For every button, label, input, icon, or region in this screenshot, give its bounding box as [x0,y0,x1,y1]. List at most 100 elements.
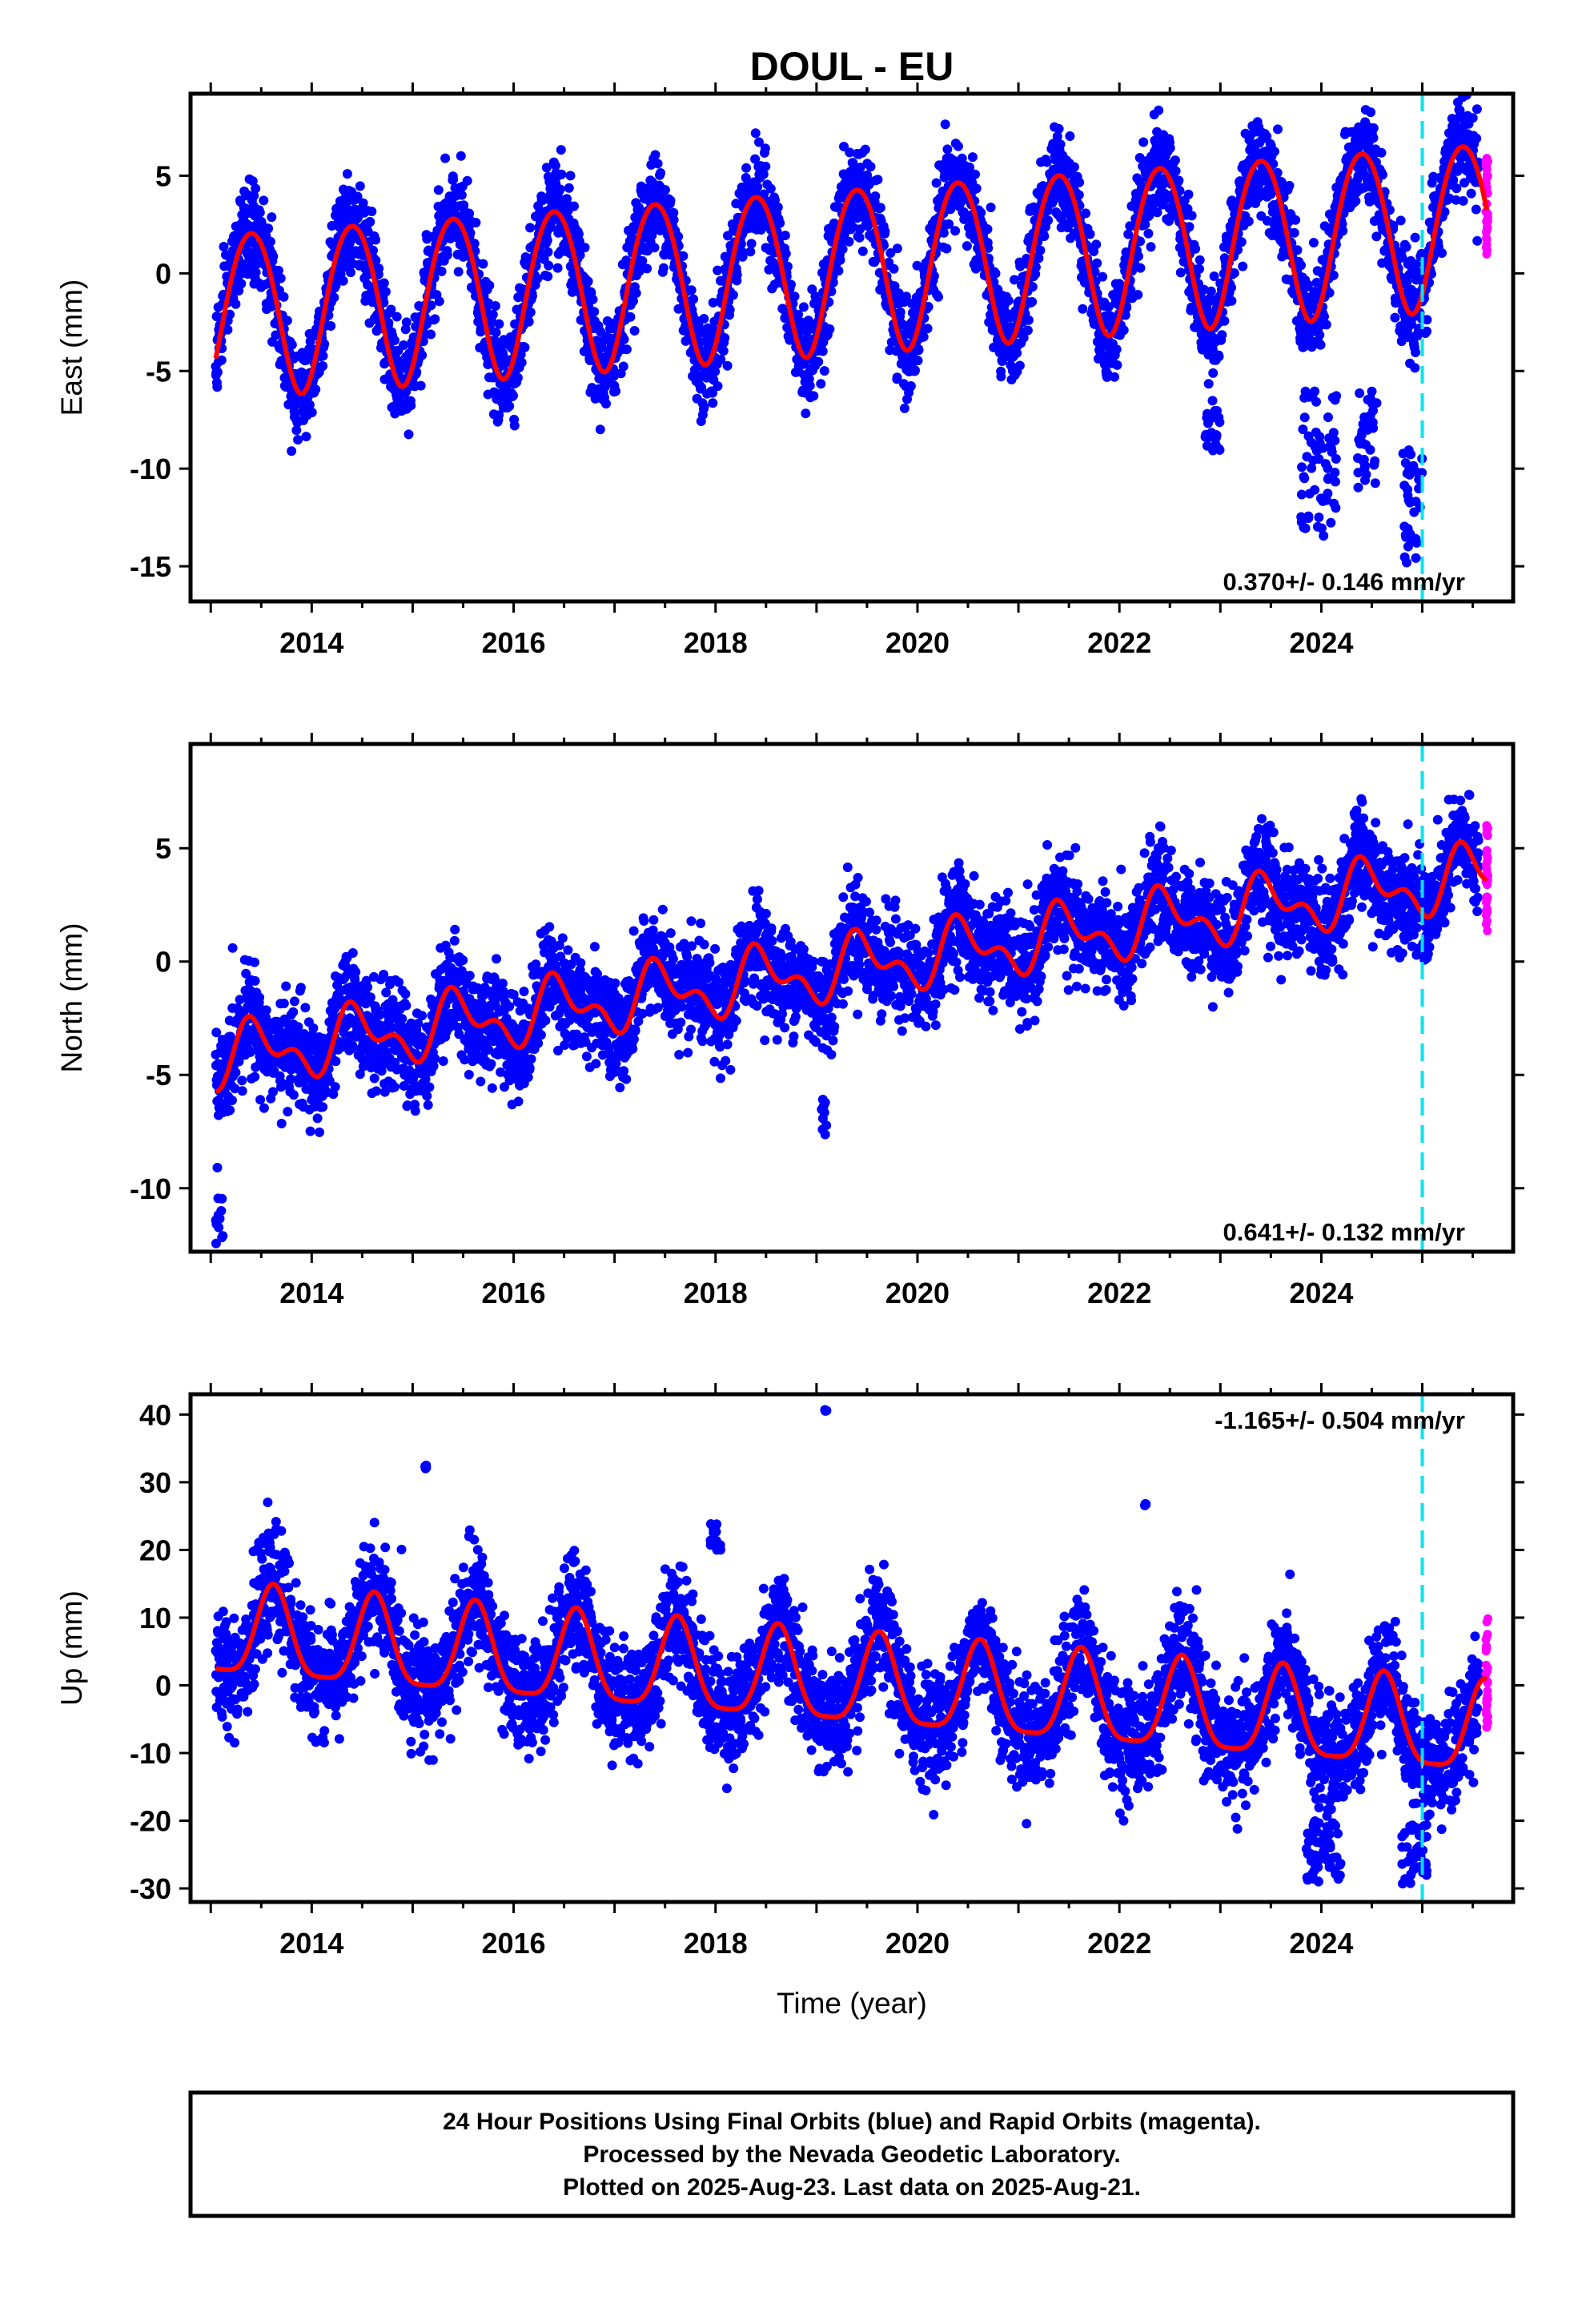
final-orbit-point [845,147,855,158]
final-orbit-point [1368,123,1379,133]
final-orbit-point [625,312,636,322]
final-orbit-point [1437,248,1447,258]
final-orbit-point [1402,468,1412,479]
final-orbit-point [1035,245,1046,255]
final-orbit-point [342,169,352,179]
final-orbit-point [1319,531,1329,541]
final-orbit-point [942,144,953,155]
final-orbit-point [708,388,717,398]
final-orbit-point [488,309,498,320]
final-orbit-point [1326,517,1336,528]
final-orbit-point [1003,296,1014,306]
final-orbit-point [673,231,684,242]
final-orbit-point [588,294,598,304]
final-orbit-point [1328,428,1339,438]
final-orbit-point [355,181,365,191]
final-orbit-point [971,183,982,194]
final-orbit-point [1118,325,1129,336]
final-orbit-point [652,159,663,169]
plot-area [191,744,1513,1252]
final-orbit-point [1170,166,1181,176]
final-orbit-point [647,231,657,240]
final-orbit-point [358,198,368,208]
final-orbit-point [251,267,261,278]
final-orbit-point [304,400,315,410]
final-orbit-point [1074,177,1085,187]
final-orbit-point [279,292,289,302]
final-orbit-point [718,346,729,356]
final-orbit-point [1229,268,1239,278]
final-orbit-point [1376,147,1387,158]
final-orbit-point [750,128,761,139]
final-orbit-point [773,202,783,212]
final-orbit-point [532,273,543,283]
final-orbit-point [1140,219,1150,230]
final-orbit-point [844,236,854,247]
final-orbit-point [247,176,258,187]
final-orbit-point [732,270,742,280]
final-orbit-point [699,402,709,412]
final-orbit-point [1238,261,1248,271]
final-orbit-point [669,207,679,218]
final-orbit-point [660,185,670,195]
final-orbit-point [1014,360,1025,371]
final-orbit-point [746,239,757,249]
final-orbit-point [813,356,824,367]
final-orbit-point [494,410,504,420]
final-orbit-point [525,308,536,317]
final-orbit-point [1328,270,1339,280]
final-orbit-point [1284,180,1295,191]
final-orbit-point [1371,231,1382,242]
final-orbit-point [249,191,259,201]
final-orbit-point [1296,489,1307,500]
final-orbit-point [527,291,537,301]
final-orbit-point [650,150,661,160]
final-orbit-point [1175,267,1186,278]
final-orbit-point [318,351,328,361]
final-orbit-point [556,145,566,155]
final-orbit-point [1402,277,1412,287]
final-orbit-point [962,241,972,251]
final-orbit-point [1023,315,1034,325]
final-orbit-point [1289,227,1299,238]
final-orbit-point [433,185,444,195]
final-orbit-point [1359,454,1369,464]
final-orbit-point [1085,229,1095,239]
final-orbit-point [1214,352,1224,362]
final-orbit-point [442,250,452,260]
final-orbit-point [1471,204,1481,215]
final-orbit-point [875,203,885,213]
final-orbit-point [231,299,241,309]
final-orbit-point [965,163,975,173]
final-orbit-point [889,281,900,292]
final-orbit-point [699,314,709,324]
final-orbit-point [453,267,464,277]
final-orbit-point [1472,133,1482,143]
final-orbit-point [825,324,835,334]
final-orbit-point [1154,105,1164,115]
final-orbit-point [1110,372,1119,382]
y-axis-label: East (mm) [55,279,88,416]
final-orbit-point [1042,205,1053,215]
final-orbit-point [440,153,451,163]
final-orbit-point [631,288,641,298]
final-orbit-point [367,207,377,216]
final-orbit-point [275,273,286,283]
final-orbit-point [658,263,669,273]
final-orbit-point [1338,226,1348,236]
final-orbit-point [456,151,466,161]
final-orbit-point [573,229,584,239]
final-orbit-point [1390,312,1400,323]
final-orbit-point [225,309,235,320]
final-orbit-point [1052,131,1062,142]
final-orbit-point [1377,170,1387,180]
final-orbit-point [798,302,809,312]
final-orbit-point [565,171,576,181]
final-orbit-point [839,142,849,151]
final-orbit-point [786,279,796,290]
final-orbit-point [520,342,530,352]
final-orbit-point [525,223,536,233]
final-orbit-point [401,317,412,328]
final-orbit-point [494,319,504,329]
y-tick-label: -10 [130,452,171,485]
